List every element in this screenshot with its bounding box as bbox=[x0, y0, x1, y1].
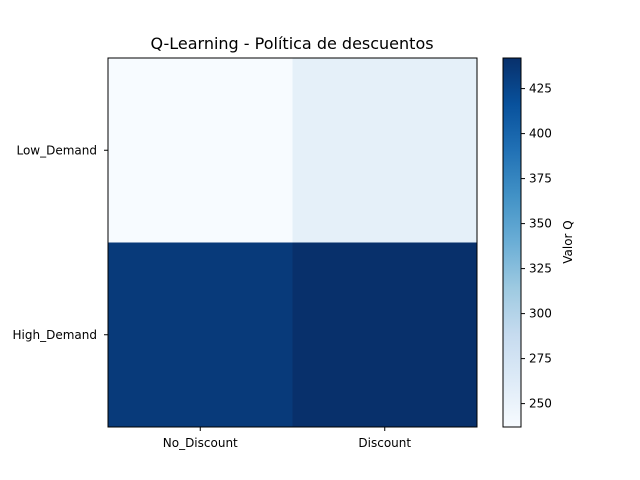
colorbar-tick-label: 300 bbox=[529, 307, 552, 321]
colorbar-tick-label: 400 bbox=[529, 127, 552, 141]
heatmap-cell bbox=[108, 242, 293, 428]
plot-frame bbox=[107, 57, 478, 428]
y-tick-label: High_Demand bbox=[13, 328, 97, 342]
colorbar bbox=[502, 57, 522, 428]
colorbar-label: Valor Q bbox=[561, 220, 575, 264]
colorbar-tick-label: 250 bbox=[529, 397, 552, 411]
y-tick-label: Low_Demand bbox=[16, 143, 97, 157]
colorbar-tick-label: 350 bbox=[529, 217, 552, 231]
heatmap-cell bbox=[292, 58, 478, 243]
colorbar-tick-label: 375 bbox=[529, 172, 552, 186]
heatmap-cell bbox=[108, 58, 293, 243]
chart-title: Q-Learning - Política de descuentos bbox=[150, 34, 433, 53]
y-axis: Low_Demand High_Demand bbox=[13, 143, 108, 342]
colorbar-ticks: 250 275 300 325 350 375 400 425 bbox=[521, 82, 552, 411]
heatmap-cells bbox=[108, 58, 478, 428]
colorbar-tick-label: 325 bbox=[529, 262, 552, 276]
colorbar-tick-label: 275 bbox=[529, 352, 552, 366]
heatmap-cell bbox=[292, 242, 478, 428]
colorbar-tick-label: 425 bbox=[529, 82, 552, 96]
x-tick-label: No_Discount bbox=[163, 436, 238, 450]
x-tick-label: Discount bbox=[358, 436, 411, 450]
x-axis: No_Discount Discount bbox=[163, 427, 411, 450]
